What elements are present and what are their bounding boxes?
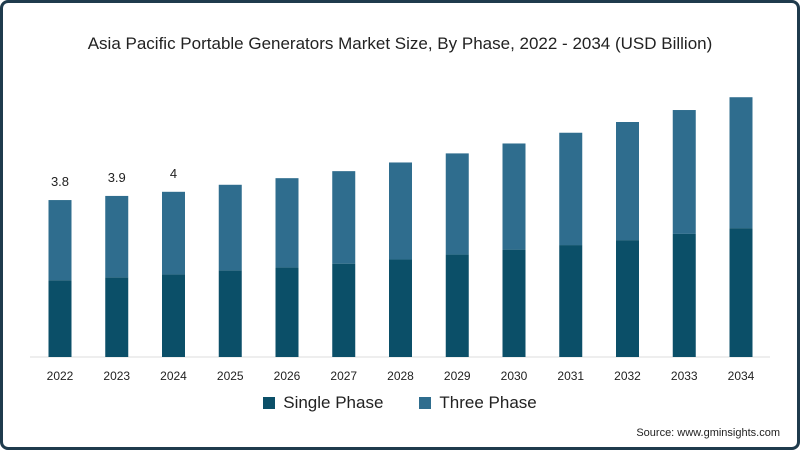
- legend-item-single-phase: Single Phase: [263, 393, 383, 413]
- bar-three-phase-2034: [729, 97, 753, 229]
- x-tick-label: 2029: [444, 369, 471, 383]
- legend-swatch: [263, 397, 276, 409]
- bar-three-phase-2032: [616, 122, 639, 241]
- x-tick-label: 2023: [103, 369, 130, 383]
- bar-single-phase-2030: [502, 249, 526, 357]
- bar-three-phase-2023: [105, 195, 129, 278]
- bar-three-phase-2030: [502, 143, 526, 250]
- legend-label: Three Phase: [439, 393, 537, 412]
- x-tick-label: 2022: [47, 369, 74, 383]
- bar-single-phase-2025: [218, 270, 242, 357]
- bar-three-phase-2026: [275, 178, 299, 268]
- data-label: 3.8: [51, 174, 69, 189]
- bar-single-phase-2027: [332, 263, 356, 357]
- x-tick-label: 2032: [614, 369, 641, 383]
- x-tick-label: 2028: [387, 369, 414, 383]
- bar-single-phase-2022: [48, 280, 72, 357]
- x-tick-label: 2034: [728, 369, 755, 383]
- x-tick-label: 2031: [557, 369, 584, 383]
- bar-single-phase-2033: [672, 233, 696, 357]
- bar-three-phase-2027: [332, 171, 356, 264]
- bar-three-phase-2031: [559, 132, 583, 246]
- x-tick-label: 2030: [501, 369, 528, 383]
- x-tick-label: 2027: [330, 369, 357, 383]
- x-tick-label: 2026: [274, 369, 301, 383]
- bar-single-phase-2028: [389, 259, 412, 357]
- bar-single-phase-2034: [729, 228, 753, 357]
- legend: Single Phase Three Phase: [0, 393, 800, 413]
- bar-three-phase-2025: [218, 184, 242, 271]
- chart-title: Asia Pacific Portable Generators Market …: [87, 34, 713, 53]
- bar-three-phase-2024: [162, 191, 185, 275]
- bar-single-phase-2023: [105, 277, 129, 357]
- bar-three-phase-2029: [445, 153, 469, 255]
- bar-three-phase-2028: [389, 162, 412, 260]
- legend-item-three-phase: Three Phase: [419, 393, 537, 413]
- x-tick-label: 2024: [160, 369, 187, 383]
- x-tick-label: 2033: [671, 369, 698, 383]
- bar-three-phase-2022: [48, 200, 72, 281]
- legend-label: Single Phase: [283, 393, 384, 412]
- data-label: 3.9: [108, 170, 126, 185]
- bar-single-phase-2031: [559, 245, 583, 357]
- bar-single-phase-2032: [616, 240, 639, 357]
- bar-three-phase-2033: [672, 110, 696, 234]
- legend-swatch: [419, 397, 432, 409]
- bar-single-phase-2029: [445, 254, 469, 357]
- x-tick-label: 2025: [217, 369, 244, 383]
- data-label: 4: [170, 166, 177, 181]
- bar-single-phase-2024: [162, 274, 185, 357]
- bar-single-phase-2026: [275, 267, 299, 357]
- source-note: Source: www.gminsights.com: [636, 427, 780, 439]
